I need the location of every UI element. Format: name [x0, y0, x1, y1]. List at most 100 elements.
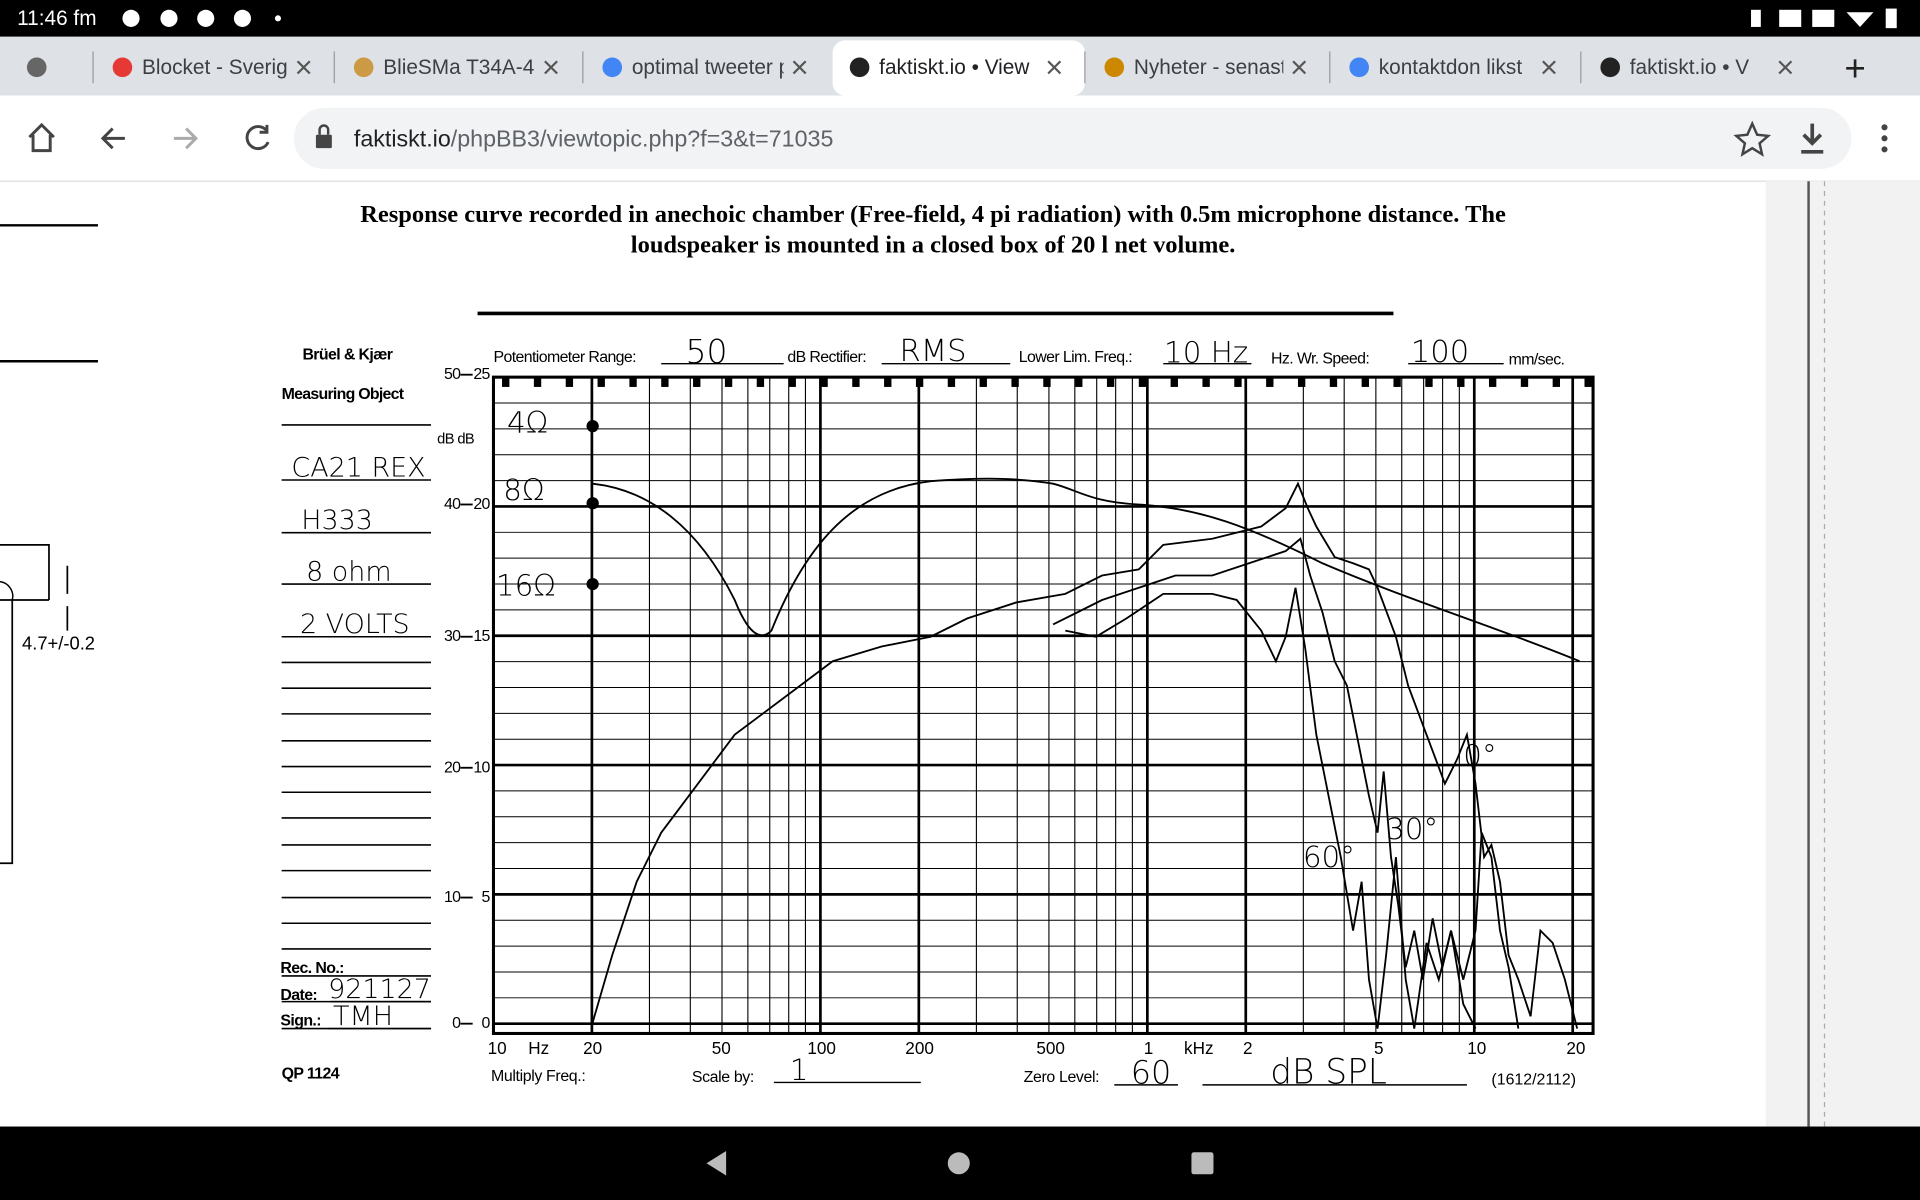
chart-tick — [724, 377, 733, 387]
home-button[interactable] — [28, 122, 55, 153]
tab-close — [792, 60, 807, 75]
label: 25 — [473, 366, 490, 383]
label: Hz — [528, 1038, 549, 1058]
label: QP 1124 — [282, 1065, 340, 1082]
recorded-curves — [591, 477, 1580, 1029]
label: 10 — [473, 759, 490, 776]
response-60deg — [1065, 587, 1477, 1029]
label: 60° — [1303, 840, 1355, 874]
tab-favicon — [353, 57, 374, 78]
chart-tick — [1202, 377, 1210, 387]
nav-recents[interactable] — [1191, 1152, 1214, 1175]
label: 30° — [1386, 812, 1438, 846]
tab-favicon — [112, 57, 133, 78]
active-tab — [832, 40, 1085, 96]
forward-button[interactable] — [173, 127, 198, 150]
label: 500 — [1036, 1038, 1065, 1058]
label: 4Ω — [507, 405, 548, 439]
response-30deg — [1052, 537, 1520, 1029]
tab-favicon — [1600, 57, 1620, 78]
chart-tick — [1138, 377, 1147, 387]
nav-back[interactable] — [706, 1151, 727, 1176]
chart-tick — [1457, 377, 1465, 387]
chart-tick — [884, 377, 892, 387]
bookmark-button[interactable] — [1733, 120, 1772, 157]
label: Rec. No.: — [280, 960, 343, 977]
label: 4.7+/-0.2 — [22, 632, 95, 653]
chart-tick — [820, 377, 828, 387]
tab-title: kontaktdon likst — [1379, 56, 1523, 79]
label: 100 — [807, 1038, 836, 1058]
chart-tick — [852, 377, 860, 387]
page-side-margin — [1765, 181, 1920, 1127]
label: 30 — [444, 628, 461, 645]
label: 5 — [482, 889, 491, 906]
chart-tick — [979, 377, 987, 387]
chart-tick — [1393, 377, 1401, 387]
label: 10 — [444, 889, 461, 906]
back-button[interactable] — [100, 127, 125, 150]
label: mm/sec. — [1509, 351, 1565, 368]
url-path: /phpBB3/viewtopic.php?f=3&t=71035 — [451, 125, 834, 151]
tab-title: Nyheter - senast — [1134, 56, 1287, 79]
nav-icons — [28, 122, 270, 153]
label: dB dB — [437, 432, 475, 448]
response-0deg — [591, 481, 1579, 1029]
form-lines — [281, 362, 1504, 1086]
chart-tick — [1106, 377, 1115, 387]
tab-favicon — [602, 57, 623, 78]
chart-tick — [1075, 377, 1083, 387]
url-bar[interactable] — [293, 107, 1852, 169]
chart-tick — [1552, 377, 1560, 387]
tab-close — [1292, 60, 1307, 75]
chart-tick — [915, 377, 924, 387]
label: 50 — [712, 1038, 731, 1058]
label: 2 VOLTS — [300, 609, 410, 640]
label: Potentiometer Range: — [493, 349, 635, 366]
chart-tick — [1297, 377, 1306, 387]
label: 1 — [790, 1053, 809, 1087]
chart-tick — [565, 377, 574, 387]
tab-close — [544, 60, 558, 75]
url-domain: faktiskt.io — [354, 125, 451, 151]
reload-button[interactable] — [245, 124, 270, 151]
tab-close — [1047, 60, 1062, 75]
chart-tick — [1520, 377, 1529, 387]
label: 11:46 fm — [17, 7, 96, 30]
impedance-curve — [592, 477, 1580, 663]
tab-title: Blocket - Sverige — [142, 56, 299, 79]
label: 0 — [482, 1015, 491, 1032]
label: 10 — [488, 1038, 507, 1058]
label: dB Rectifier: — [787, 349, 866, 366]
tab-favicon — [1349, 57, 1369, 78]
label: Multiply Freq.: — [491, 1068, 585, 1085]
tab-favicon — [849, 57, 870, 78]
label: 0 — [452, 1015, 461, 1032]
chart-tick — [661, 377, 669, 387]
nav-home[interactable] — [947, 1152, 970, 1175]
label: Date: — [280, 987, 317, 1004]
chart-grid — [493, 377, 1594, 1034]
label: (1612/2112) — [1491, 1072, 1576, 1089]
chart-tick — [629, 377, 637, 387]
lock-icon — [315, 124, 332, 149]
new-tab-button[interactable]: + — [1844, 48, 1865, 89]
tab-favicon — [1104, 57, 1125, 78]
label: Lower Lim. Freq.: — [1019, 349, 1132, 366]
label: 20 — [444, 759, 461, 776]
label: 10 — [1467, 1038, 1486, 1058]
download-button[interactable] — [1801, 123, 1824, 154]
label: 1 — [1144, 1038, 1154, 1058]
label: RMS — [900, 334, 967, 369]
chart-tick — [502, 377, 510, 387]
label: 0° — [1463, 739, 1496, 773]
chart-tick — [597, 377, 605, 387]
status-bar — [0, 0, 1920, 37]
tab-title: BlieSMa T34A-4 — [383, 56, 534, 79]
tab-close — [1778, 60, 1793, 75]
label: 5 — [1374, 1038, 1384, 1058]
menu-button[interactable] — [1881, 124, 1888, 153]
label: kHz — [1184, 1038, 1214, 1058]
tab-close — [1542, 60, 1556, 75]
